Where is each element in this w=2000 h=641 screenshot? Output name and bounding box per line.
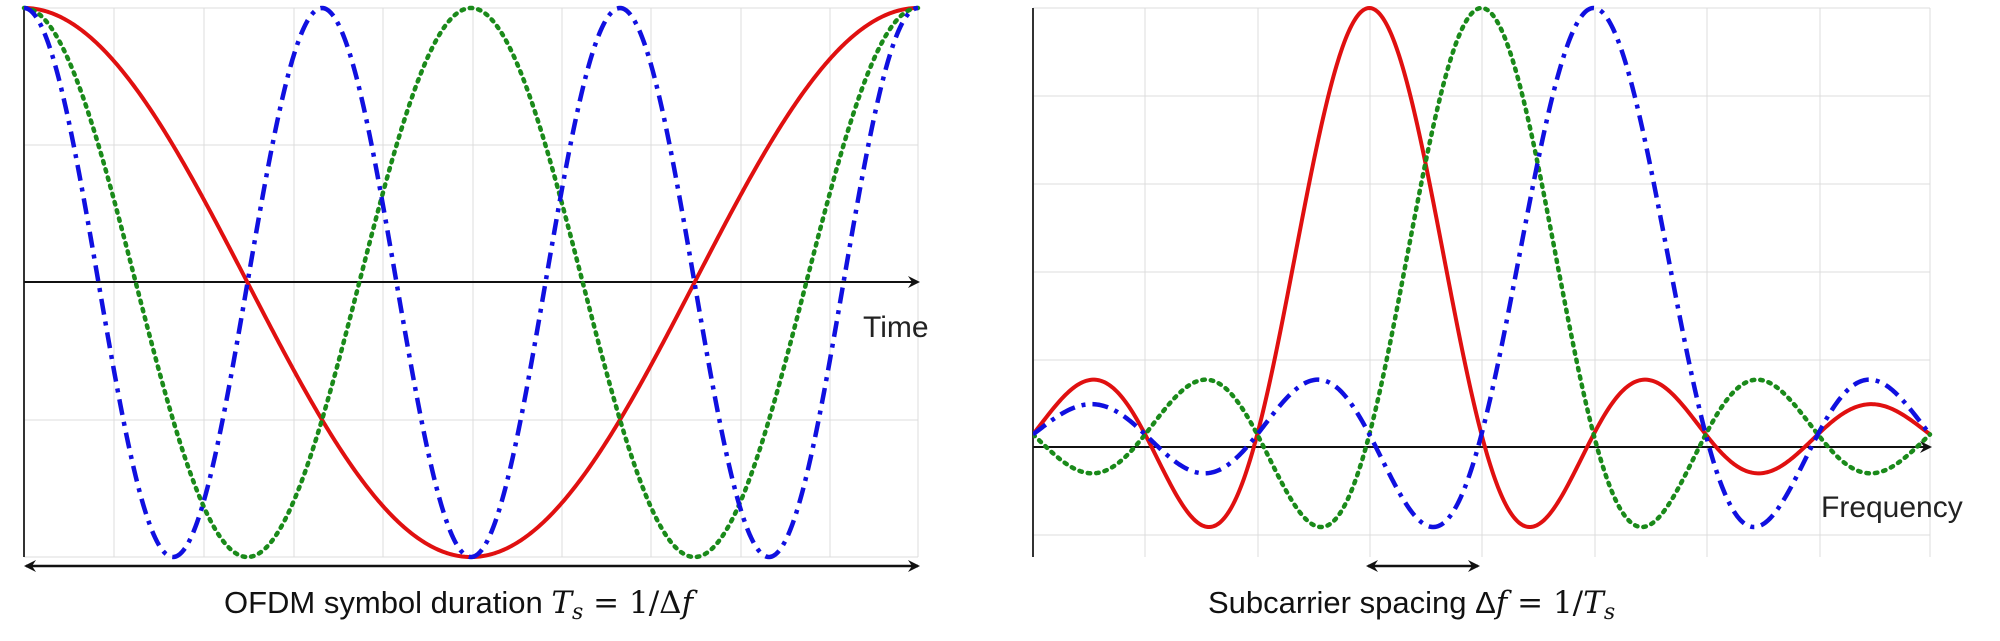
time-domain-chart: Time OFDM symbol duration Ts = 1/Δf (21, 5, 929, 625)
caption-equals: = 1/Δ (583, 585, 681, 621)
frequency-domain-chart: Frequency Subcarrier spacing Δf = 1/Ts (1032, 5, 1963, 625)
time-series-2-line (21, 5, 921, 560)
caption-text: OFDM symbol duration (224, 585, 551, 620)
caption-tail-f: f (680, 585, 699, 621)
subcarrier-spacing-caption: Subcarrier spacing Δf = 1/Ts (1208, 585, 1615, 625)
symbol-duration-caption: OFDM symbol duration Ts = 1/Δf (224, 585, 699, 625)
caption-equals: = 1/ (1507, 585, 1583, 621)
caption-text: Subcarrier spacing Δ (1208, 585, 1496, 620)
caption-subscript-s: s (572, 600, 583, 625)
time-axis-label: Time (863, 311, 929, 344)
time-series-3-line (23, 5, 919, 560)
time-series-group (21, 5, 921, 560)
caption-subscript-s: s (1604, 600, 1615, 625)
caption-tail-t: T (1583, 585, 1606, 621)
frequency-series-group (1033, 5, 1933, 530)
caption-symbol-t: T (551, 585, 574, 621)
frequency-series-3-line (1033, 5, 1932, 530)
frequency-series-2-line (1033, 5, 1933, 530)
frequency-axis-label: Frequency (1821, 491, 1963, 524)
